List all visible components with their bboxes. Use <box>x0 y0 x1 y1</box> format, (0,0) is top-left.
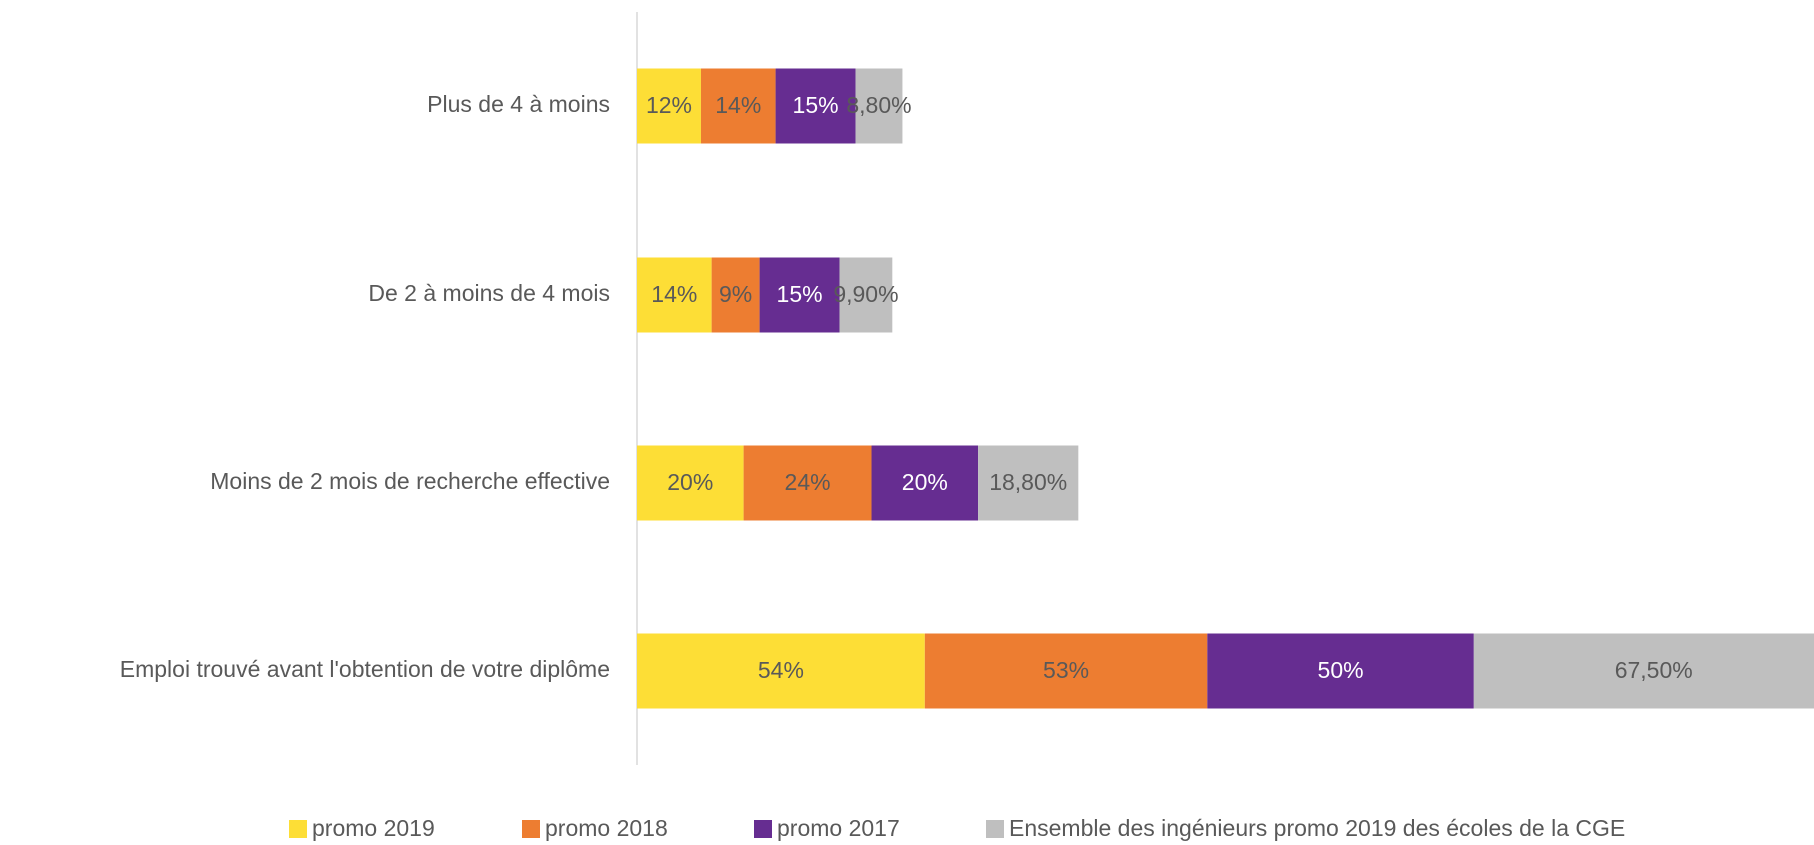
bar-segment <box>637 633 925 709</box>
data-label: 24% <box>785 469 831 495</box>
bar-segment <box>759 257 840 333</box>
bar-segment <box>775 68 856 144</box>
y-tick-label: De 2 à moins de 4 mois <box>368 280 610 306</box>
legend-label: Ensemble des ingénieurs promo 2019 des é… <box>1009 815 1625 841</box>
bar-segment <box>637 257 712 333</box>
bar-segment <box>871 445 979 521</box>
bar-segment <box>839 257 893 333</box>
data-label: 54% <box>758 657 804 683</box>
legend-label: promo 2018 <box>545 815 668 841</box>
bar-segment <box>743 445 872 521</box>
data-label: 9,90% <box>833 281 898 307</box>
bar-segment <box>700 68 776 144</box>
data-label: 67,50% <box>1615 657 1693 683</box>
data-label: 14% <box>715 92 761 118</box>
legend-label: promo 2019 <box>312 815 435 841</box>
data-label: 12% <box>646 92 692 118</box>
bar-segment <box>1473 633 1814 709</box>
data-label: 15% <box>793 92 839 118</box>
data-label: 53% <box>1043 657 1089 683</box>
legend-swatch <box>754 820 772 838</box>
bar-segment <box>855 68 903 144</box>
data-label: 9% <box>719 281 752 307</box>
data-label: 18,80% <box>989 469 1067 495</box>
y-tick-label: Plus de 4 à moins <box>427 91 610 117</box>
bar-segment <box>978 445 1079 521</box>
data-label: 20% <box>667 469 713 495</box>
y-tick-label: Moins de 2 mois de recherche effective <box>210 468 610 494</box>
legend-swatch <box>522 820 540 838</box>
legend-label: promo 2017 <box>777 815 900 841</box>
data-label: 50% <box>1318 657 1364 683</box>
bar-segment <box>924 633 1208 709</box>
y-tick-label: Emploi trouvé avant l'obtention de votre… <box>120 656 610 682</box>
legend-swatch <box>289 820 307 838</box>
data-label: 20% <box>902 469 948 495</box>
bar-segment <box>637 445 744 521</box>
bar-segment <box>637 68 701 144</box>
data-label: 14% <box>651 281 697 307</box>
data-label: 15% <box>777 281 823 307</box>
bar-segment <box>1207 633 1474 709</box>
data-label: 8,80% <box>846 92 911 118</box>
legend-swatch <box>986 820 1004 838</box>
bar-segment <box>711 257 760 333</box>
